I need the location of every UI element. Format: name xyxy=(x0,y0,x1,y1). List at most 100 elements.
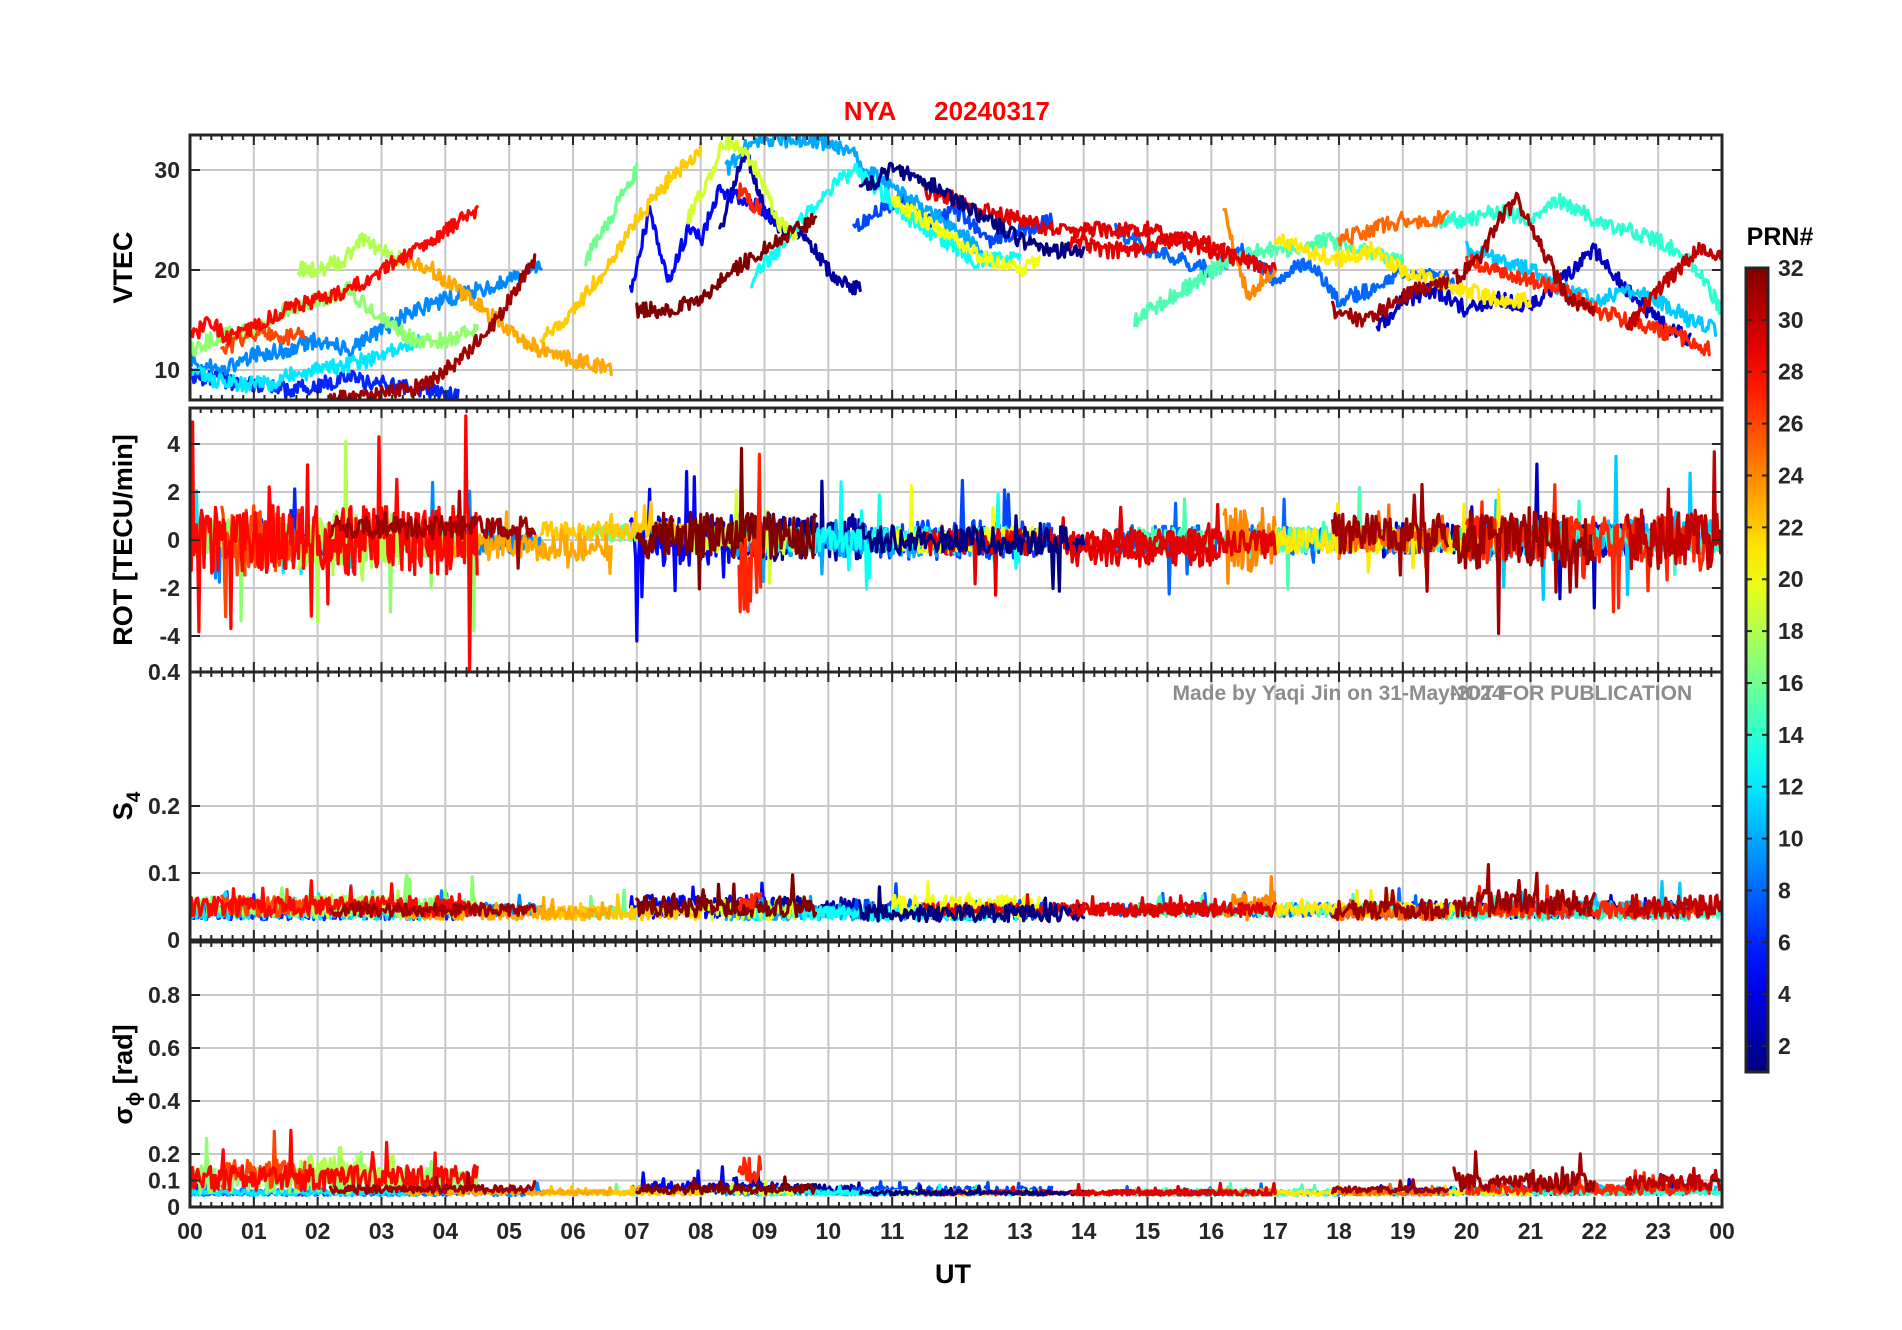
colorbar-tick-label: 28 xyxy=(1778,359,1804,385)
rot-y-tick-label: 4 xyxy=(167,431,180,457)
colorbar-tick-label: 32 xyxy=(1778,255,1804,281)
sigma-phi-line-prn-27 xyxy=(737,1155,763,1184)
vtec-line-prn-3 xyxy=(1375,242,1692,347)
vtec-y-tick-label: 30 xyxy=(154,157,180,183)
colorbar-tick-label: 20 xyxy=(1778,566,1804,592)
sigma-series-layer xyxy=(190,1128,1722,1198)
x-tick-label: 17 xyxy=(1262,1218,1288,1244)
sigma-y-tick-label: 0.2 xyxy=(148,1141,180,1167)
colorbar-tick-label: 16 xyxy=(1778,670,1804,696)
sigma-phi-line-prn-31 xyxy=(328,1171,537,1195)
colorbar-tick-label: 2 xyxy=(1778,1033,1791,1059)
colorbar-tick-label: 12 xyxy=(1778,774,1804,800)
s4-series-layer xyxy=(190,863,1722,924)
rot-line-prn-27 xyxy=(737,452,763,614)
x-tick-label: 15 xyxy=(1135,1218,1161,1244)
x-tick-label: 09 xyxy=(752,1218,778,1244)
rot-line-prn-31 xyxy=(1452,506,1596,636)
s4-line-prn-32 xyxy=(635,873,818,919)
s4-line-prn-30 xyxy=(1624,893,1722,920)
sigma-phi-line-prn-31 xyxy=(1452,1150,1596,1193)
s4-y-label: S4 xyxy=(108,791,145,820)
x-tick-label: 08 xyxy=(688,1218,714,1244)
vtec-axes: 10 20 30 VTEC xyxy=(108,133,1724,402)
vtec-line-prn-14 xyxy=(1433,192,1722,315)
panel-vtec: 10 20 30 VTEC xyxy=(108,133,1724,402)
rot-line-prn-29 xyxy=(1069,526,1226,568)
vtec-series-layer xyxy=(190,135,1722,400)
s4-line-prn-1 xyxy=(858,885,1086,924)
chart-title-date: 20240317 xyxy=(934,96,1050,126)
x-tick-label: 11 xyxy=(880,1218,905,1244)
sigma-phi-line-prn-31 xyxy=(1331,1178,1450,1195)
x-tick-label: 22 xyxy=(1582,1218,1608,1244)
rot-y-tick-label: -2 xyxy=(160,575,180,601)
colorbar-tick-label: 30 xyxy=(1778,307,1804,333)
x-tick-label: 04 xyxy=(433,1218,459,1244)
watermark-notice: NOT FOR PUBLICATION xyxy=(1450,682,1692,705)
x-axis-label: UT xyxy=(935,1259,971,1289)
vtec-line-prn-19 xyxy=(686,135,798,241)
vtec-line-prn-9 xyxy=(190,259,543,376)
x-tick-label: 16 xyxy=(1199,1218,1225,1244)
vtec-line-prn-28 xyxy=(190,205,479,346)
colorbar-tick-label: 10 xyxy=(1778,826,1804,852)
rot-y-tick-label: 2 xyxy=(167,479,180,505)
s4-line-prn-29 xyxy=(1069,894,1226,918)
rot-line-prn-28 xyxy=(190,414,479,672)
rot-y-tick-label: -4 xyxy=(160,623,181,649)
x-tick-label: 06 xyxy=(560,1218,586,1244)
colorbar-tick-label: 24 xyxy=(1778,462,1804,488)
vtec-line-prn-29 xyxy=(922,183,1277,274)
rot-line-prn-31 xyxy=(328,489,537,570)
colorbar-tick-label: 22 xyxy=(1778,514,1804,540)
vtec-line-prn-10 xyxy=(724,135,984,257)
x-tick-label: 10 xyxy=(816,1218,842,1244)
sigma-phi-line-prn-29 xyxy=(1069,1181,1226,1197)
vtec-line-prn-12 xyxy=(190,333,422,394)
vtec-line-prn-31 xyxy=(1331,275,1450,328)
colorbar-tick-label: 26 xyxy=(1778,411,1804,437)
colorbar-tick-label: 14 xyxy=(1778,722,1804,748)
watermark-credit: Made by Yaqi Jin on 31-May-2024 xyxy=(1172,682,1503,705)
s4-y-tick-label: 0.4 xyxy=(148,659,180,685)
sigma-y-tick-label: 0.8 xyxy=(148,982,180,1008)
vtec-line-prn-8 xyxy=(1114,222,1456,308)
rot-y-tick-label: 0 xyxy=(167,527,180,553)
x-tick-label: 18 xyxy=(1326,1218,1352,1244)
vtec-line-prn-1 xyxy=(858,161,1086,260)
chart-title-station: NYA xyxy=(844,96,897,126)
sigma-phi-line-prn-30 xyxy=(1624,1166,1722,1192)
sigma-axes: 00.10.2 0.4 0.6 0.8σϕ [rad] xyxy=(108,940,1724,1220)
vtec-line-prn-18 xyxy=(296,232,403,279)
x-tick-label: 00 xyxy=(1709,1218,1735,1244)
x-tick-label: 12 xyxy=(943,1218,969,1244)
sigma-y-label: σϕ [rad] xyxy=(108,1024,145,1124)
colorbar-gradient xyxy=(1744,266,1770,1074)
rot-y-label: ROT [TECU/min] xyxy=(108,434,138,645)
x-tick-label: 07 xyxy=(624,1218,650,1244)
vtec-line-prn-23 xyxy=(405,257,613,376)
x-tick-label: 14 xyxy=(1071,1218,1097,1244)
x-tick-label: 01 xyxy=(241,1218,267,1244)
colorbar-tick-label: 18 xyxy=(1778,618,1804,644)
sigma-y-tick-label: 0.1 xyxy=(148,1168,180,1194)
sigma-y-tick-label: 0.6 xyxy=(148,1035,180,1061)
vtec-line-prn-16 xyxy=(584,162,639,267)
vtec-line-prn-20 xyxy=(890,195,1041,278)
colorbar-tick-label: 4 xyxy=(1778,981,1791,1007)
vtec-line-prn-22 xyxy=(539,141,703,344)
vtec-line-prn-31 xyxy=(328,253,537,400)
s4-line-prn-31 xyxy=(1331,886,1450,922)
panel-rot: -4 -2 0 2 4 ROT [TECU/min] xyxy=(108,406,1724,674)
s4-line-prn-27 xyxy=(737,892,763,912)
rot-line-prn-31 xyxy=(1331,482,1450,593)
vtec-line-prn-32 xyxy=(635,212,818,320)
rot-line-prn-1 xyxy=(858,514,1086,593)
sigma-y-tick-label: 0.4 xyxy=(148,1088,180,1114)
rot-line-prn-32 xyxy=(635,446,818,591)
panel-sigma: 00.10.2 0.4 0.6 0.8σϕ [rad] xyxy=(108,940,1724,1220)
x-tick-label: 03 xyxy=(369,1218,395,1244)
sigma-phi-line-prn-1 xyxy=(858,1184,1086,1197)
